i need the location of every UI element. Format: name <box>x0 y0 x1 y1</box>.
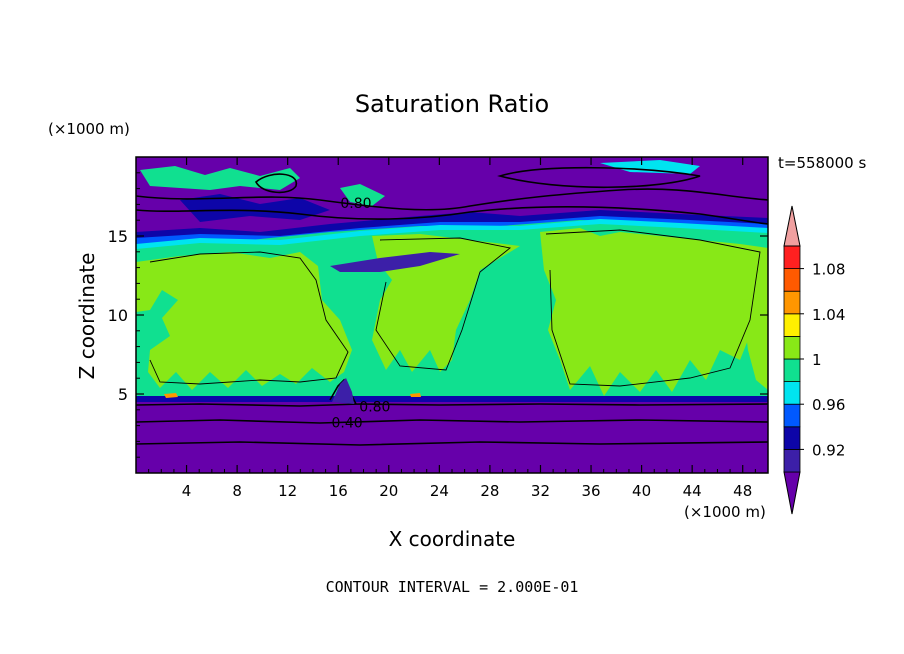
contour-ellipse <box>497 166 701 189</box>
x-tick-label: 8 <box>232 482 242 500</box>
contour-cloud-outline <box>149 229 761 387</box>
y-axis-label: Z coordinate <box>75 253 99 380</box>
green-region-right-edge <box>742 296 768 390</box>
lower-dry-layer <box>136 398 768 473</box>
x-axis: 4 8 12 16 20 24 28 32 36 40 44 48 <box>148 157 756 500</box>
contour-lines <box>136 166 768 446</box>
contour-label: 0.40 <box>332 415 363 431</box>
green-region-center <box>372 234 520 372</box>
upper-blue-patch <box>180 194 330 222</box>
cyan-edge-top <box>136 219 768 249</box>
colorbar-upper-arrow <box>783 205 801 247</box>
colorbar-segment <box>783 448 801 473</box>
colorbar-label: 0.96 <box>812 396 845 414</box>
upper-cyan-patch-3 <box>600 160 700 174</box>
orography-patch <box>332 378 354 404</box>
x-tick-label: 36 <box>581 482 600 500</box>
y-tick-label: 5 <box>118 385 128 404</box>
colorbar-label: 0.92 <box>812 441 845 459</box>
upper-cyan-patch-2 <box>340 184 385 206</box>
contour-labels: 0.800.800.40 <box>332 196 391 432</box>
contour-interval-footer: CONTOUR INTERVAL = 2.000E-01 <box>326 578 579 596</box>
contour-line-lower-1 <box>136 403 768 407</box>
upper-cyan-patches <box>140 166 300 190</box>
y-tick-label: 10 <box>108 306 128 325</box>
contour-label: 0.80 <box>359 400 390 416</box>
x-tick-label: 24 <box>430 482 449 500</box>
x-tick-label: 12 <box>278 482 297 500</box>
colorbar-segment <box>783 358 801 383</box>
time-label: t=558000 s <box>778 154 866 172</box>
contour-line-upper <box>136 188 768 211</box>
x-tick-label: 28 <box>480 482 499 500</box>
contour-line-lower-3 <box>136 441 768 446</box>
colorbar-segment <box>783 335 801 360</box>
chart-title: Saturation Ratio <box>355 90 549 118</box>
x-axis-label: X coordinate <box>389 527 516 551</box>
colorbar: 0.92 0.96 1 1.04 1.08 <box>783 205 845 515</box>
contour-label: 0.80 <box>340 196 371 212</box>
y-tick-label: 15 <box>108 227 128 246</box>
x-unit-label: (×1000 m) <box>684 503 766 521</box>
x-tick-label: 48 <box>733 482 752 500</box>
colorbar-segment <box>783 426 801 450</box>
contour-line-lower-2 <box>136 419 768 424</box>
colorbar-segment <box>783 313 801 337</box>
colorbar-segment <box>783 290 801 315</box>
contour-loop <box>255 173 297 194</box>
colorbar-label: 1.04 <box>812 306 845 324</box>
contour-line-upper-2 <box>136 206 768 225</box>
x-tick-label: 20 <box>379 482 398 500</box>
colorbar-label: 1.08 <box>812 261 845 279</box>
colorbar-segment <box>783 403 801 428</box>
x-tick-label: 16 <box>329 482 348 500</box>
green-region-left <box>136 252 352 390</box>
x-tick-label: 4 <box>182 482 192 500</box>
dark-filament <box>330 252 460 272</box>
colorbar-segment <box>783 381 801 405</box>
y-unit-label: (×1000 m) <box>48 120 130 138</box>
contour-field <box>136 157 768 473</box>
y-axis: 5 10 15 <box>108 172 768 458</box>
colorbar-lower-arrow <box>783 471 801 515</box>
colorbar-segment <box>783 245 801 270</box>
green-region-mid <box>540 228 768 396</box>
x-tick-label: 32 <box>531 482 550 500</box>
lower-boundary-blue <box>136 396 768 402</box>
colorbar-segment <box>783 268 801 292</box>
colorbar-label: 1 <box>812 351 822 369</box>
x-tick-label: 40 <box>632 482 651 500</box>
x-tick-label: 44 <box>683 482 702 500</box>
